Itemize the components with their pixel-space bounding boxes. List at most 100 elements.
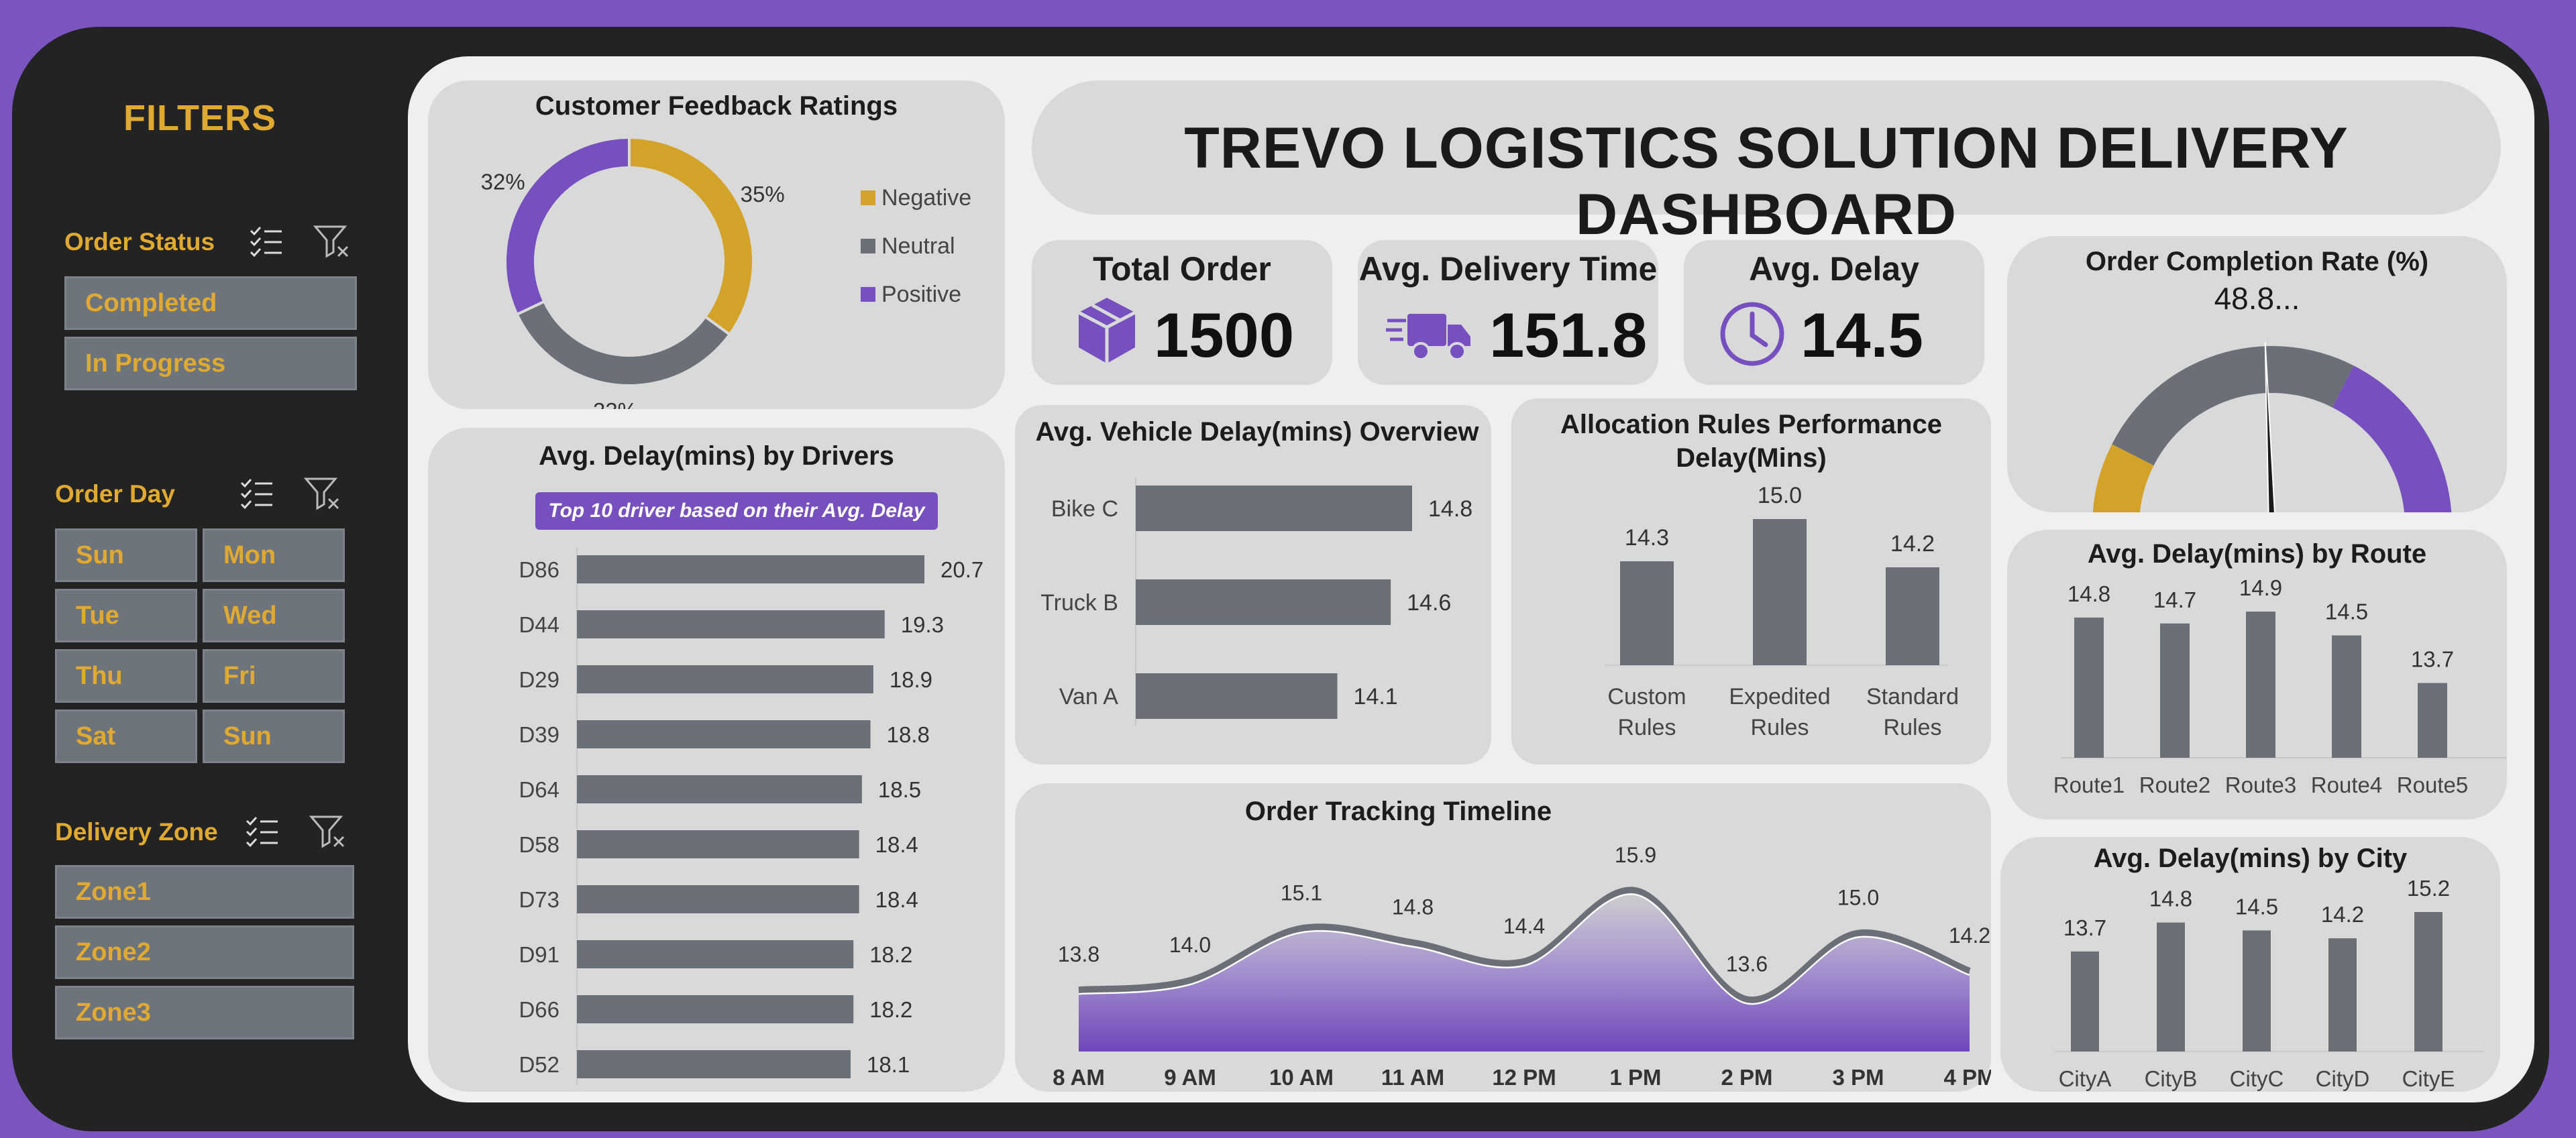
- order-day-tue[interactable]: Tue: [55, 589, 197, 642]
- delivery-zone-1[interactable]: Zone1: [55, 865, 354, 919]
- allocation-bar-chart: 14.3 Custom Rules 15.0 Expedited Rules 14.2 Sta…: [1605, 483, 1959, 740]
- delivery-zone-label: Delivery Zone: [55, 818, 218, 846]
- delivery-zone-3[interactable]: Zone3: [55, 986, 354, 1039]
- category-label-standard-rules-line-2: Rules: [1884, 715, 1942, 740]
- value-label-van-a: 14.1: [1354, 684, 1398, 709]
- kpi-avg-delay-label: Avg. Delay: [1749, 250, 1919, 288]
- order-day-sun-2[interactable]: Sun: [203, 709, 345, 763]
- kpi-avg-delay-value: 14.5: [1801, 300, 1923, 370]
- value-label-d39: 18.8: [887, 722, 930, 747]
- kpi-avg-delay: Avg. Delay 14.5: [1684, 240, 1984, 385]
- bar-cityb: [2157, 922, 2185, 1051]
- drivers-title: Avg. Delay(mins) by Drivers: [539, 441, 894, 471]
- value-label-d73: 18.4: [875, 887, 918, 912]
- category-label-expedited-rules-line-1: Expedited: [1729, 684, 1830, 709]
- bar-d66: [577, 995, 854, 1023]
- category-label-12-pm: 12 PM: [1492, 1065, 1556, 1090]
- route-card: Avg. Delay(mins) by Route 14.8 Route1 14.7…: [2007, 530, 2507, 819]
- gauge-card: Order Completion Rate (%) 48.8...: [2007, 236, 2507, 512]
- multi-select-icon[interactable]: [243, 813, 280, 850]
- value-label-d29: 18.9: [890, 667, 932, 692]
- city-bar-chart: 13.7 CityA 14.8 CityB 14.5 CityC 14.2 CityD 15.2…: [2054, 876, 2483, 1091]
- category-label-route2: Route2: [2139, 773, 2210, 797]
- gauge-segment-low: [2092, 444, 2154, 512]
- value-label-12-pm: 14.4: [1503, 914, 1545, 938]
- delivery-zone-2[interactable]: Zone2: [55, 925, 354, 979]
- gauge-title: Order Completion Rate (%): [2085, 247, 2429, 276]
- bar-route5: [2418, 683, 2447, 758]
- vehicle-title: Avg. Vehicle Delay(mins) Overview: [1035, 417, 1479, 447]
- donut-slice-positive: [504, 135, 631, 317]
- category-label-route5: Route5: [2397, 773, 2468, 797]
- bar-d29: [577, 665, 873, 693]
- multi-select-icon[interactable]: [247, 223, 284, 260]
- bar-custom-rules: [1620, 561, 1674, 665]
- bar-route4: [2332, 635, 2361, 758]
- kpi-total-order-label: Total Order: [1093, 250, 1271, 288]
- value-label-cityb: 14.8: [2149, 887, 2192, 911]
- route-title: Avg. Delay(mins) by Route: [2087, 539, 2427, 569]
- timeline-card: Order Tracking Timeline 13.8 8 AM 14.0 9 AM…: [1015, 783, 1991, 1092]
- kpi-total-order: Total Order 1500: [1032, 240, 1332, 385]
- value-label-truck-b: 14.6: [1407, 590, 1451, 616]
- value-label-citye: 15.2: [2407, 876, 2450, 901]
- multi-select-icon[interactable]: [237, 475, 275, 512]
- category-label-bike-c: Bike C: [1051, 496, 1118, 522]
- category-label-cityd: CityD: [2316, 1066, 2370, 1091]
- gauge-segment-high: [2332, 365, 2452, 512]
- bar-van-a: [1136, 673, 1338, 719]
- category-label-8-am: 8 AM: [1053, 1065, 1105, 1090]
- value-label-10-am: 15.1: [1281, 880, 1322, 905]
- order-day-sat[interactable]: Sat: [55, 709, 197, 763]
- order-day-thu[interactable]: Thu: [55, 649, 197, 703]
- category-label-10-am: 10 AM: [1269, 1065, 1334, 1090]
- order-status-in-progress[interactable]: In Progress: [64, 337, 357, 390]
- legend-label-negative: Negative: [881, 185, 971, 211]
- allocation-title: Allocation Rules Performance Delay(Mins): [1511, 408, 1991, 475]
- order-day-wed[interactable]: Wed: [203, 589, 345, 642]
- route-bar-chart: 14.8 Route1 14.7 Route2 14.9 Route3 14.5 Route4…: [2053, 575, 2507, 797]
- bar-bike-c: [1136, 486, 1412, 531]
- page-title: TREVO LOGISTICS SOLUTION DELIVERY DASHBO…: [1184, 116, 2349, 247]
- kpi-total-order-value: 1500: [1154, 300, 1295, 370]
- category-label-4-pm: 4 PM: [1943, 1065, 1991, 1090]
- bar-d91: [577, 940, 854, 968]
- order-day-sun[interactable]: Sun: [55, 528, 197, 582]
- bar-d73: [577, 885, 859, 913]
- clear-filter-icon[interactable]: [313, 223, 350, 260]
- kpi-avg-delivery-time-label: Avg. Delivery Time: [1358, 250, 1658, 288]
- filters-sidebar: FILTERS Order Status Completed In Progre…: [12, 27, 388, 1131]
- bar-citya: [2071, 951, 2099, 1051]
- value-label-d58: 18.4: [875, 832, 918, 857]
- order-status-completed[interactable]: Completed: [64, 276, 357, 330]
- value-label-standard-rules: 14.2: [1890, 531, 1935, 557]
- order-day-label: Order Day: [55, 480, 175, 508]
- bar-route3: [2246, 612, 2275, 758]
- order-day-mon[interactable]: Mon: [203, 528, 345, 582]
- bar-d86: [577, 555, 924, 583]
- category-label-custom-rules-line-2: Rules: [1618, 715, 1676, 740]
- category-label-cityc: CityC: [2230, 1066, 2284, 1091]
- order-status-label: Order Status: [64, 228, 215, 255]
- value-label-d66: 18.2: [869, 997, 912, 1022]
- allocation-title-line-1: Allocation Rules Performance: [1560, 410, 1943, 439]
- timeline-area-chart: 13.8 8 AM 14.0 9 AM 15.1 10 AM 14.8 11 AM 14.4 12…: [1053, 843, 1991, 1090]
- value-label-cityc: 14.5: [2235, 894, 2278, 919]
- value-label-1-pm: 15.9: [1615, 843, 1656, 867]
- category-label-cityb: CityB: [2145, 1066, 2198, 1091]
- legend-label-positive: Positive: [881, 282, 961, 307]
- category-label-citye: CityE: [2402, 1066, 2455, 1091]
- category-label-3-pm: 3 PM: [1832, 1065, 1884, 1090]
- order-day-fri[interactable]: Fri: [203, 649, 345, 703]
- bar-d44: [577, 610, 885, 638]
- clear-filter-icon[interactable]: [303, 475, 341, 512]
- vehicle-card: Avg. Vehicle Delay(mins) Overview Bike C…: [1015, 405, 1491, 764]
- value-label-route3: 14.9: [2239, 575, 2282, 600]
- category-label-route3: Route3: [2225, 773, 2296, 797]
- bar-d58: [577, 830, 859, 858]
- vehicle-bar-chart: Bike C 14.8 Truck B 14.6 Van A 14.1: [1040, 477, 1472, 726]
- clear-filter-icon[interactable]: [309, 813, 346, 850]
- value-label-2-pm: 13.6: [1726, 952, 1768, 976]
- bar-d39: [577, 720, 871, 748]
- donut-label-negative: 35%: [741, 182, 785, 207]
